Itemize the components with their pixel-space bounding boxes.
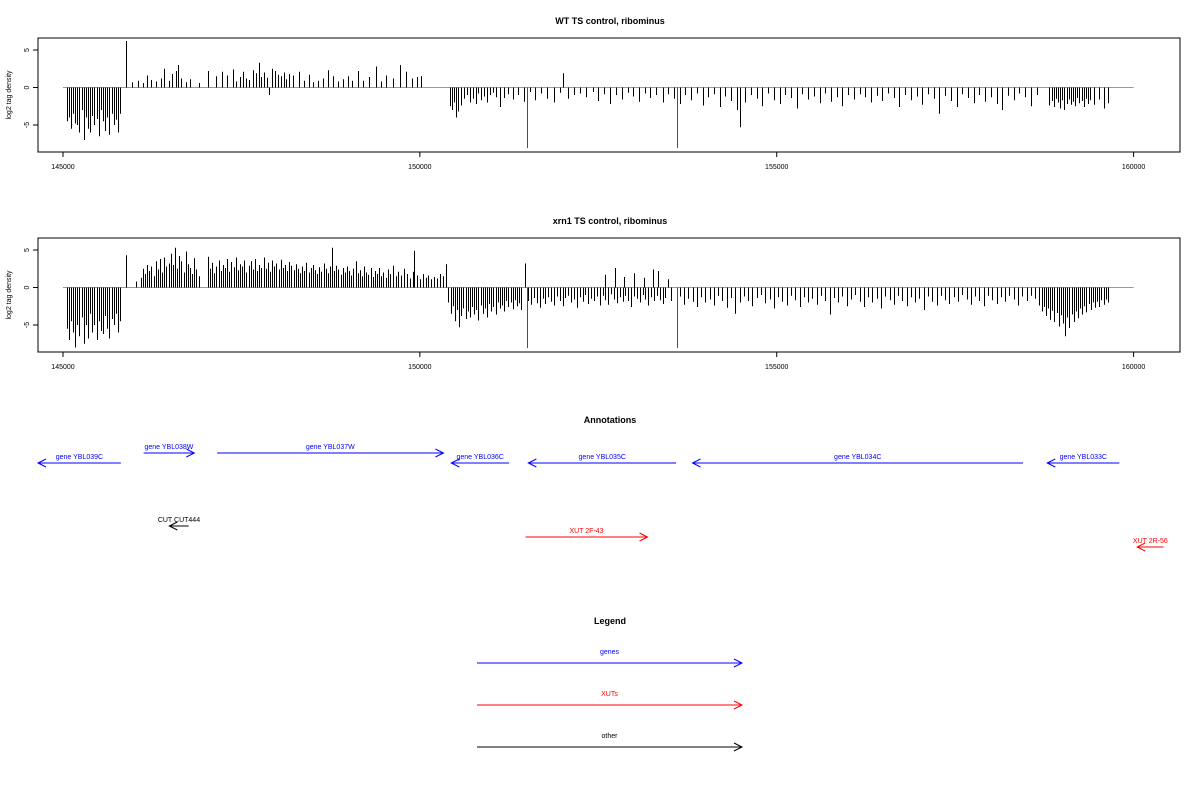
xut-label: XUT 2R-56 bbox=[1133, 538, 1168, 545]
gene-feature: gene YBL034C bbox=[691, 454, 1023, 468]
xrn1-x-tick-label: 155000 bbox=[765, 364, 788, 371]
xrn1-chart-panel: xrn1 TS control, ribominus log2 tag dens… bbox=[6, 216, 1181, 371]
annotations-title: Annotations bbox=[584, 415, 637, 425]
xut-label: XUT 2F-43 bbox=[569, 528, 603, 535]
gene-feature: gene YBL038W bbox=[143, 444, 196, 458]
cut-feature: CUT CUT444 bbox=[158, 517, 200, 531]
gene-feature: gene YBL039C bbox=[36, 454, 121, 468]
xrn1-y-tick-label: 0 bbox=[24, 285, 31, 289]
legend-item-label: other bbox=[602, 733, 619, 740]
xrn1-chart-title: xrn1 TS control, ribominus bbox=[553, 216, 668, 226]
wt-y-tick-label: 0 bbox=[24, 85, 31, 89]
wt-plot-frame bbox=[37, 37, 1181, 153]
legend-title: Legend bbox=[594, 616, 626, 626]
legend-item: genes bbox=[477, 649, 744, 668]
xrn1-chart-marks bbox=[62, 247, 1134, 348]
legend-arrowhead bbox=[733, 742, 744, 752]
wt-x-tick-label: 160000 bbox=[1122, 164, 1145, 171]
gene-arrowhead bbox=[527, 458, 537, 468]
wt-chart-axes: 145000 150000 155000 160000 5 0 -5 bbox=[24, 37, 1181, 171]
gene-label: gene YBL037W bbox=[306, 444, 355, 451]
xrn1-x-tick-label: 145000 bbox=[51, 364, 74, 371]
xrn1-y-tick-label: -5 bbox=[24, 322, 31, 328]
legend-arrowhead bbox=[733, 700, 744, 710]
wt-x-tick-label: 150000 bbox=[408, 164, 431, 171]
cut-arrowhead bbox=[168, 521, 178, 531]
xrn1-chart-ylabel: log2 tag density bbox=[6, 270, 13, 320]
legend-panel: Legend genes XUTs other bbox=[477, 616, 744, 752]
wt-chart-title: WT TS control, ribominus bbox=[555, 16, 665, 26]
gene-label: gene YBL039C bbox=[56, 454, 103, 461]
wt-y-tick-label: -5 bbox=[24, 122, 31, 128]
gene-feature: gene YBL035C bbox=[527, 454, 677, 468]
gene-label: gene YBL035C bbox=[579, 454, 626, 461]
legend-item: XUTs bbox=[477, 691, 744, 710]
gene-label: gene YBL033C bbox=[1060, 454, 1107, 461]
xrn1-x-tick-label: 160000 bbox=[1122, 364, 1145, 371]
gene-feature: gene YBL037W bbox=[217, 444, 445, 458]
wt-chart-marks bbox=[62, 41, 1134, 148]
gene-feature: gene YBL033C bbox=[1046, 454, 1120, 468]
xrn1-y-tick-label: 5 bbox=[24, 248, 31, 252]
legend-item-label: XUTs bbox=[601, 691, 618, 698]
legend-items: genes XUTs other bbox=[477, 649, 744, 752]
annotation-features: gene YBL039C gene YBL038W gene YBL037W gene… bbox=[36, 444, 1168, 552]
gene-arrowhead bbox=[435, 448, 445, 458]
cut-label: CUT CUT444 bbox=[158, 517, 200, 524]
xrn1-plot-frame bbox=[37, 237, 1181, 353]
xrn1-chart-axes: 145000 150000 155000 160000 5 0 -5 bbox=[24, 237, 1181, 371]
gene-label: gene YBL036C bbox=[456, 454, 503, 461]
xut-feature: XUT 2F-43 bbox=[525, 528, 649, 542]
xut-feature: XUT 2R-56 bbox=[1133, 538, 1168, 552]
wt-y-tick-label: 5 bbox=[24, 48, 31, 52]
gene-arrowhead bbox=[36, 458, 47, 468]
wt-chart-ylabel: log2 tag density bbox=[6, 70, 13, 120]
wt-chart-panel: WT TS control, ribominus log2 tag densit… bbox=[6, 16, 1181, 171]
xut-arrowhead bbox=[1136, 542, 1146, 552]
gene-arrowhead bbox=[186, 448, 196, 458]
xut-arrowhead bbox=[639, 532, 649, 542]
wt-x-tick-label: 145000 bbox=[51, 164, 74, 171]
xrn1-x-tick-label: 150000 bbox=[408, 364, 431, 371]
legend-arrowhead bbox=[733, 658, 744, 668]
gene-arrowhead bbox=[1046, 458, 1056, 468]
legend-item: other bbox=[477, 733, 744, 752]
wt-x-tick-label: 155000 bbox=[765, 164, 788, 171]
gene-arrowhead bbox=[450, 458, 460, 468]
gene-label: gene YBL034C bbox=[834, 454, 881, 461]
gene-arrowhead bbox=[691, 458, 701, 468]
legend-item-label: genes bbox=[600, 649, 620, 656]
gene-feature: gene YBL036C bbox=[450, 454, 510, 468]
gene-label: gene YBL038W bbox=[145, 444, 194, 451]
